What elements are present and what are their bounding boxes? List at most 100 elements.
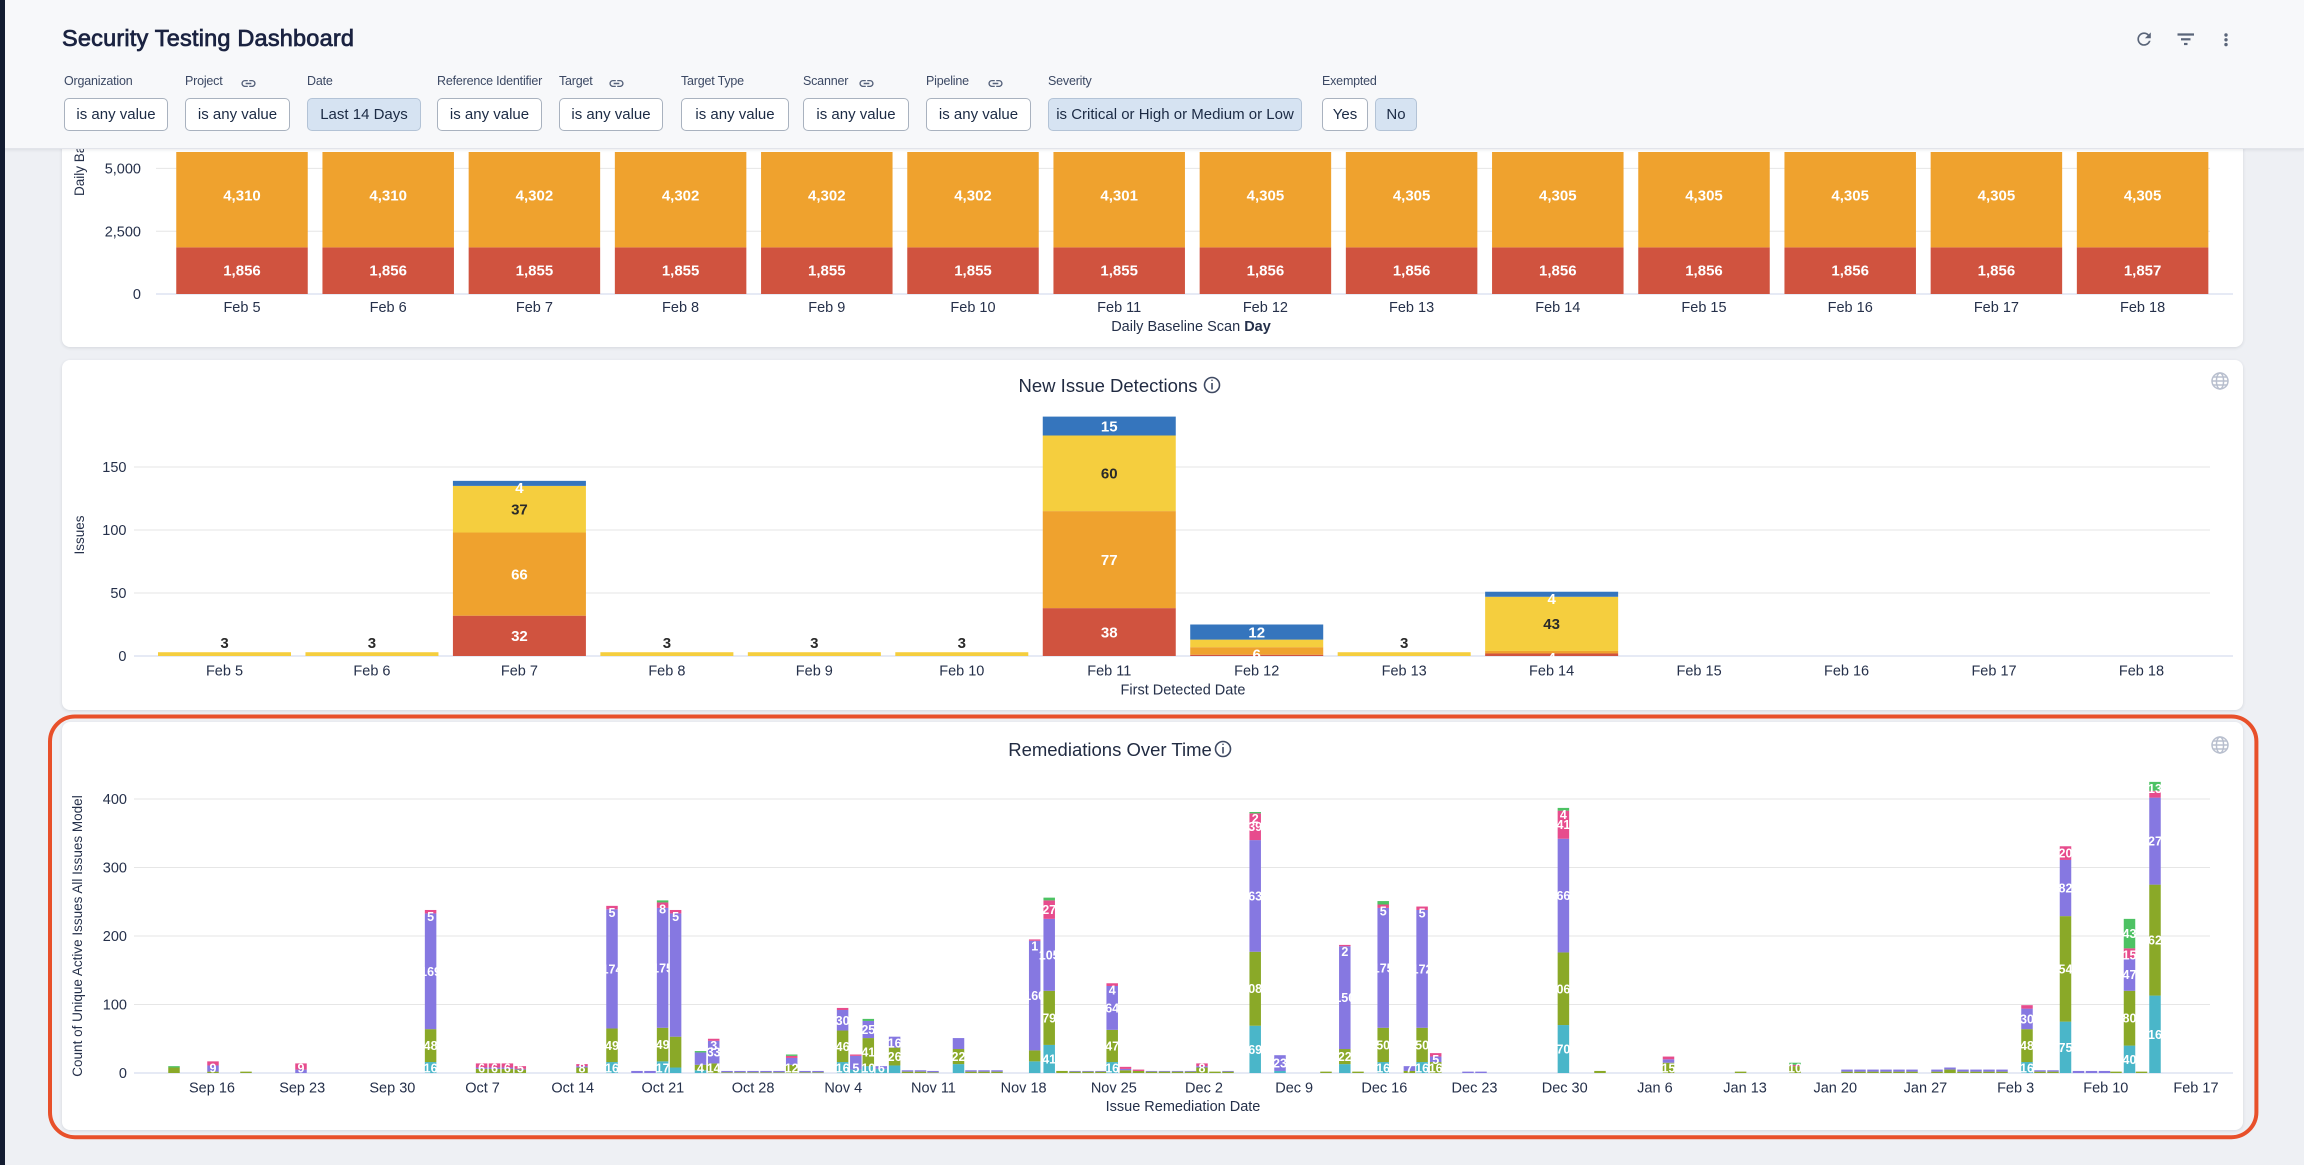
svg-text:Feb 15: Feb 15	[1681, 300, 1726, 316]
svg-text:1,856: 1,856	[1247, 263, 1285, 280]
svg-text:4,310: 4,310	[369, 188, 407, 205]
svg-text:16: 16	[1376, 1062, 1390, 1076]
svg-text:Feb 10: Feb 10	[939, 664, 984, 680]
svg-text:2: 2	[1252, 812, 1259, 826]
svg-text:66: 66	[1556, 889, 1570, 903]
svg-text:Feb 16: Feb 16	[1824, 664, 1869, 680]
svg-text:49: 49	[656, 1038, 670, 1052]
svg-text:64: 64	[1105, 1001, 1119, 1015]
svg-text:Feb 11: Feb 11	[1097, 300, 1141, 316]
svg-text:10: 10	[1788, 1062, 1802, 1076]
svg-text:41: 41	[1556, 818, 1570, 832]
svg-text:Nov 4: Nov 4	[824, 1081, 862, 1097]
svg-text:25: 25	[861, 1023, 875, 1037]
svg-text:3: 3	[220, 635, 228, 652]
svg-text:4,305: 4,305	[2124, 188, 2162, 205]
svg-text:47: 47	[1105, 1039, 1119, 1053]
svg-text:Feb 8: Feb 8	[648, 664, 685, 680]
svg-text:30: 30	[2020, 1012, 2034, 1026]
svg-text:Feb 13: Feb 13	[1382, 664, 1427, 680]
svg-text:Feb 9: Feb 9	[808, 300, 845, 316]
svg-text:Feb 13: Feb 13	[1389, 300, 1434, 316]
svg-text:Oct 28: Oct 28	[732, 1081, 775, 1097]
svg-text:Feb 8: Feb 8	[662, 300, 699, 316]
svg-text:48: 48	[2020, 1039, 2034, 1053]
svg-text:75: 75	[2059, 1041, 2073, 1055]
svg-text:Feb 6: Feb 6	[370, 300, 407, 316]
svg-text:06: 06	[1556, 982, 1570, 996]
svg-text:5: 5	[1432, 1053, 1439, 1067]
svg-text:Feb 16: Feb 16	[1828, 300, 1873, 316]
svg-text:1,855: 1,855	[662, 263, 700, 280]
svg-text:82: 82	[2059, 882, 2073, 896]
svg-text:3: 3	[1400, 635, 1408, 652]
svg-text:27: 27	[1042, 903, 1056, 917]
svg-text:4,310: 4,310	[223, 188, 261, 205]
svg-text:40: 40	[2123, 1053, 2137, 1067]
svg-text:Feb 18: Feb 18	[2120, 300, 2165, 316]
svg-text:Feb 5: Feb 5	[223, 300, 260, 316]
svg-text:08: 08	[1248, 982, 1262, 996]
svg-text:4,302: 4,302	[662, 188, 700, 205]
svg-text:5: 5	[1380, 904, 1387, 918]
svg-text:6: 6	[504, 1062, 511, 1076]
svg-text:1,856: 1,856	[1393, 263, 1431, 280]
svg-text:5: 5	[427, 910, 434, 924]
svg-text:200: 200	[103, 929, 127, 945]
svg-text:Feb 9: Feb 9	[796, 664, 833, 680]
svg-text:Nov 18: Nov 18	[1001, 1081, 1047, 1097]
svg-text:Jan 20: Jan 20	[1813, 1081, 1857, 1097]
svg-text:0: 0	[133, 287, 141, 303]
svg-text:1,856: 1,856	[223, 263, 261, 280]
svg-text:10: 10	[861, 1062, 875, 1076]
svg-text:0: 0	[118, 649, 126, 665]
svg-text:69: 69	[1248, 1043, 1262, 1057]
svg-text:47: 47	[2123, 968, 2137, 982]
svg-text:79: 79	[1042, 1011, 1056, 1025]
svg-text:50: 50	[110, 586, 126, 602]
svg-text:4: 4	[1547, 650, 1556, 667]
svg-text:Feb 6: Feb 6	[353, 664, 390, 680]
svg-text:1,856: 1,856	[1539, 263, 1577, 280]
svg-text:8: 8	[659, 902, 666, 916]
svg-text:100: 100	[103, 998, 127, 1014]
svg-text:Feb 14: Feb 14	[1535, 300, 1580, 316]
svg-text:Feb 12: Feb 12	[1243, 300, 1288, 316]
svg-text:Feb 15: Feb 15	[1677, 664, 1722, 680]
svg-text:2: 2	[1341, 945, 1348, 959]
svg-text:4,305: 4,305	[1539, 188, 1577, 205]
svg-text:Dec 2: Dec 2	[1185, 1081, 1223, 1097]
svg-text:16: 16	[2148, 1028, 2162, 1042]
svg-text:Feb 17: Feb 17	[1974, 300, 2019, 316]
svg-text:Feb 10: Feb 10	[950, 300, 995, 316]
svg-text:12: 12	[1248, 624, 1265, 641]
svg-text:3: 3	[810, 635, 818, 652]
svg-text:174: 174	[602, 962, 623, 976]
svg-text:41: 41	[1042, 1052, 1056, 1066]
svg-text:0: 0	[119, 1066, 127, 1082]
svg-text:16: 16	[888, 1037, 902, 1051]
svg-text:50: 50	[1376, 1038, 1390, 1052]
svg-text:1,855: 1,855	[516, 263, 554, 280]
svg-text:13: 13	[2148, 782, 2162, 796]
svg-text:Nov 25: Nov 25	[1091, 1081, 1137, 1097]
svg-text:54: 54	[2059, 962, 2073, 976]
svg-text:Dec 9: Dec 9	[1275, 1081, 1313, 1097]
svg-text:1: 1	[1031, 939, 1038, 953]
svg-text:9: 9	[210, 1062, 217, 1076]
svg-text:3: 3	[368, 635, 376, 652]
svg-text:Oct 14: Oct 14	[551, 1081, 594, 1097]
svg-text:400: 400	[103, 792, 127, 808]
svg-text:1,855: 1,855	[954, 263, 992, 280]
svg-text:15: 15	[1662, 1062, 1676, 1076]
svg-text:4,305: 4,305	[1978, 188, 2016, 205]
svg-text:1,856: 1,856	[369, 263, 407, 280]
svg-text:4,305: 4,305	[1247, 188, 1285, 205]
svg-text:15: 15	[1101, 418, 1118, 435]
svg-text:3: 3	[663, 635, 671, 652]
svg-text:5: 5	[517, 1062, 524, 1076]
svg-text:3: 3	[710, 1039, 717, 1053]
svg-text:Feb 17: Feb 17	[1971, 664, 2016, 680]
svg-text:20: 20	[2059, 846, 2073, 860]
svg-text:Feb 17: Feb 17	[2173, 1081, 2218, 1097]
